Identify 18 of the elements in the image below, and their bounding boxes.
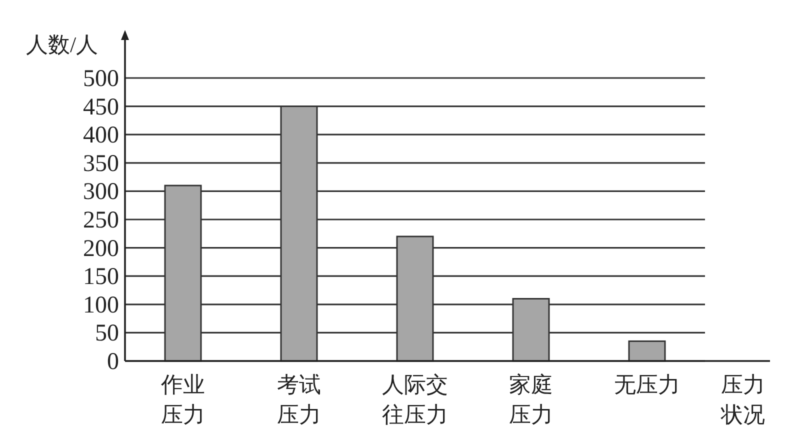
x-tick-label: 作业压力 [160, 372, 205, 427]
y-tick-label: 300 [83, 179, 119, 206]
y-tick-label: 450 [83, 94, 119, 120]
x-tick-label: 家庭压力 [509, 372, 553, 427]
y-tick-label: 400 [83, 122, 119, 149]
y-tick-label: 150 [83, 264, 119, 290]
x-tick-label: 无压力 [614, 372, 680, 397]
x-tick-label: 考试压力 [277, 372, 321, 427]
x-axis-title: 压力状况 [720, 372, 765, 427]
x-tick-label: 人际交往压力 [382, 372, 448, 427]
y-tick-label: 350 [83, 150, 119, 177]
y-tick-label: 50 [95, 320, 119, 347]
y-tick-label: 500 [83, 66, 119, 92]
y-axis-title: 人数/人 [26, 32, 98, 57]
y-tick-label: 250 [83, 208, 119, 234]
y-tick-label: 0 [107, 349, 119, 375]
y-tick-label: 200 [83, 236, 119, 262]
y-tick-label: 100 [83, 292, 119, 318]
